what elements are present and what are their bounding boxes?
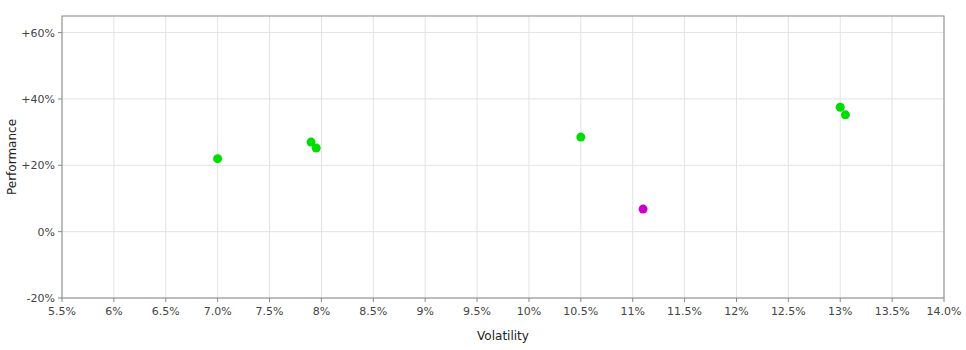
grid-line-x (684, 16, 685, 298)
tick-label-x: 13.5% (875, 305, 910, 318)
point (576, 133, 585, 142)
point (836, 103, 845, 112)
point (639, 205, 648, 214)
grid-line-x (580, 16, 581, 298)
tick-y (58, 98, 62, 99)
tick-x (684, 298, 685, 302)
plot-area (62, 16, 944, 298)
tick-label-x: 10% (517, 305, 541, 318)
point (213, 154, 222, 163)
tick-x (373, 298, 374, 302)
tick-x (736, 298, 737, 302)
tick-x (528, 298, 529, 302)
tick-x (944, 298, 945, 302)
grid (62, 16, 944, 298)
grid-line-x (632, 16, 633, 298)
tick-x (632, 298, 633, 302)
tick-label-x: 11.5% (667, 305, 702, 318)
tick-label-x: 7.0% (204, 305, 232, 318)
axes: 5.5% 6% 6.5% 7.0% 7.5% 8% 8.5% 9% 9.5% 10% 10.5% 11… (21, 16, 961, 318)
tick-label-x: 11% (620, 305, 644, 318)
tick-label-x: 7.5% (256, 305, 284, 318)
tick-x (425, 298, 426, 302)
grid-line-x (269, 16, 270, 298)
series (639, 205, 648, 214)
tick-label-x: 9.5% (463, 305, 491, 318)
chart: 5.5% 6% 6.5% 7.0% 7.5% 8% 8.5% 9% 9.5% 10% 10.5% 11… (0, 0, 966, 350)
tick-x (217, 298, 218, 302)
x-axis-label: Volatility (477, 329, 529, 343)
series (213, 103, 850, 163)
plot-frame (62, 16, 944, 298)
tick-y (58, 165, 62, 166)
tick-label-x: 6.5% (152, 305, 180, 318)
grid-line-x (165, 16, 166, 298)
tick-y (58, 298, 62, 299)
tick-label-x: 6% (105, 305, 122, 318)
marks (213, 103, 850, 214)
grid-line-y (62, 165, 944, 166)
y-axis-label: Performance (5, 119, 19, 195)
tick-x (477, 298, 478, 302)
tick-label-x: 12.5% (771, 305, 806, 318)
tick-x (165, 298, 166, 302)
tick-y (58, 32, 62, 33)
grid-line-y (62, 231, 944, 232)
tick-label-y: +60% (21, 27, 55, 40)
grid-line-x (736, 16, 737, 298)
tick-label-x: 13% (828, 305, 852, 318)
tick-label-y: -20% (27, 292, 55, 305)
tick-label-x: 8.5% (359, 305, 387, 318)
tick-x (62, 298, 63, 302)
grid-line-x (840, 16, 841, 298)
tick-y (58, 231, 62, 232)
grid-line-y (62, 32, 944, 33)
grid-line-x (113, 16, 114, 298)
tick-label-x: 8% (313, 305, 330, 318)
tick-label-x: 10.5% (563, 305, 598, 318)
point (312, 144, 321, 153)
tick-x (321, 298, 322, 302)
grid-line-x (321, 16, 322, 298)
tick-label-x: 12% (724, 305, 748, 318)
point (841, 110, 850, 119)
grid-line-x (788, 16, 789, 298)
tick-x (269, 298, 270, 302)
tick-x (788, 298, 789, 302)
grid-line-x (425, 16, 426, 298)
grid-line-y (62, 98, 944, 99)
tick-x (840, 298, 841, 302)
tick-x (113, 298, 114, 302)
grid-line-x (528, 16, 529, 298)
tick-label-y: 0% (38, 226, 55, 239)
tick-label-y: +40% (21, 93, 55, 106)
tick-x (892, 298, 893, 302)
grid-line-x (477, 16, 478, 298)
grid-line-x (892, 16, 893, 298)
tick-label-x: 14.0% (927, 305, 962, 318)
tick-label-x: 9% (416, 305, 433, 318)
tick-label-y: +20% (21, 159, 55, 172)
tick-x (580, 298, 581, 302)
tick-label-x: 5.5% (48, 305, 76, 318)
grid-line-x (373, 16, 374, 298)
page: {"chart_data": { "type": "scatter", "x_l… (0, 0, 966, 350)
